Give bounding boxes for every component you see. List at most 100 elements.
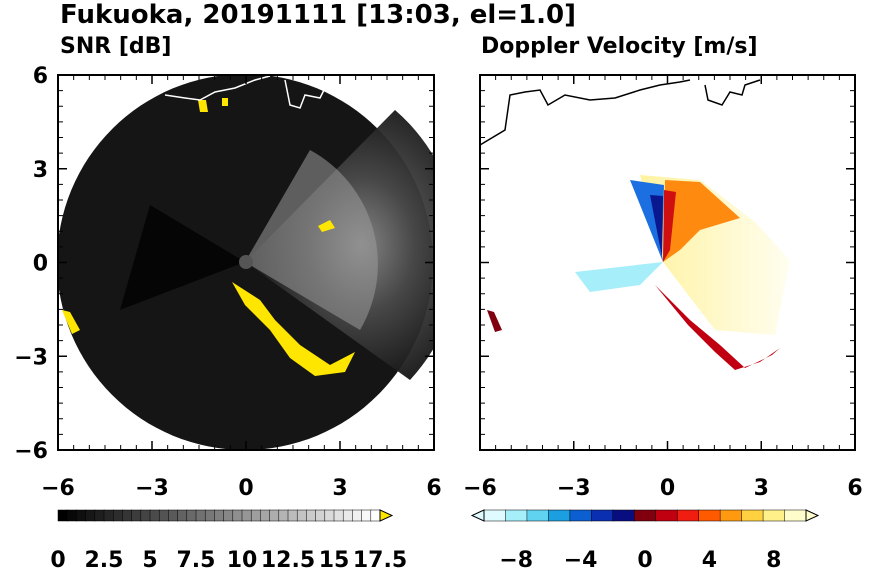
snr-colorbar-label: 2.5 [85, 548, 124, 570]
snr-clutter-north [198, 98, 228, 112]
snr-ytick-label: 0 [33, 252, 48, 277]
snr-colorbar-bin [269, 509, 280, 522]
snr-axis-ticks: −6 −3 0 3 6 6 3 0 −3 −6 [14, 64, 441, 501]
snr-colorbar-bin [260, 509, 271, 522]
velocity-coastline [480, 79, 761, 146]
snr-colorbar-bin [94, 509, 105, 522]
velocity-colorbar-bin [505, 509, 528, 522]
snr-colorbar-bin [186, 509, 197, 522]
velocity-colorbar-bin [676, 509, 700, 522]
snr-colorbar-bin [342, 509, 354, 522]
velocity-colorbar-over [805, 509, 820, 522]
snr-colorbar-bin [112, 509, 124, 522]
snr-colorbar: 0 2.5 5 7.5 10 12.5 15 17.5 [50, 509, 407, 570]
velocity-colorbar-bin [612, 509, 636, 522]
snr-colorbar-bin [158, 509, 170, 522]
snr-coastline [164, 75, 329, 109]
velocity-colorbar-label: −8 [499, 548, 533, 570]
snr-colorbar-bin [122, 509, 133, 522]
snr-colorbar-bin [306, 509, 317, 522]
snr-colorbar-bin [149, 509, 160, 522]
snr-colorbar-bin [195, 509, 206, 522]
velocity-xtick-label: −3 [557, 476, 591, 501]
snr-xtick-label: 3 [332, 476, 347, 501]
snr-colorbar-bin [177, 509, 188, 522]
snr-xtick-label: −6 [41, 476, 75, 501]
velocity-panel-title: Doppler Velocity [m/s] [481, 34, 758, 59]
snr-ytick-label: 6 [33, 64, 48, 89]
velocity-colorbar-under [470, 509, 485, 522]
snr-ytick-label: −6 [14, 439, 48, 464]
velocity-colorbar-bin [548, 509, 571, 522]
snr-dark-wedge [120, 205, 245, 310]
velocity-colorbar-bin [483, 509, 507, 522]
velocity-colorbar-bin [784, 509, 807, 522]
snr-colorbar-bin [168, 509, 179, 522]
velocity-xtick-label: 6 [847, 476, 862, 501]
velocity-axis-ticks: −6 −3 0 3 6 [463, 74, 863, 501]
velocity-colorbar-bin [569, 509, 593, 522]
snr-colorbar-label: 7.5 [177, 548, 216, 570]
snr-ytick-label: −3 [14, 345, 48, 370]
snr-xtick-label: −3 [135, 476, 169, 501]
snr-colorbar-bin [57, 509, 68, 522]
snr-colorbar-label: 10 [227, 548, 258, 570]
velocity-colorbar-bin [591, 509, 614, 522]
snr-clutter-east [318, 220, 335, 232]
velocity-west-light [575, 262, 663, 292]
velocity-colorbar-bin [526, 509, 550, 522]
snr-colorbar-bin [361, 509, 372, 522]
velocity-colorbar-bin [719, 509, 743, 522]
velocity-colorbar-label: −4 [564, 548, 598, 570]
velocity-xtick-label: 0 [660, 476, 675, 501]
snr-colorbar-bin [214, 509, 225, 522]
snr-colorbar-bin [223, 509, 234, 522]
velocity-receding-dark [663, 190, 676, 262]
snr-colorbar-bin [315, 509, 326, 522]
snr-colorbar-bin [66, 509, 78, 522]
snr-echo-core [245, 150, 378, 330]
snr-colorbar-label: 15 [319, 548, 350, 570]
snr-colorbar-label: 17.5 [353, 548, 407, 570]
velocity-xtick-label: 3 [754, 476, 769, 501]
snr-colorbar-label: 0 [50, 548, 65, 570]
velocity-colorbar: −8 −4 0 4 8 [470, 509, 820, 570]
velocity-colorbar-bin [634, 509, 657, 522]
velocity-se-band [655, 285, 780, 370]
snr-colorbar-bin [241, 509, 252, 522]
snr-colorbar-bin [131, 509, 142, 522]
velocity-approaching-dark [650, 195, 663, 262]
snr-ytick-label: 3 [33, 158, 48, 183]
velocity-colorbar-bin [655, 509, 678, 522]
snr-colorbar-bin [296, 509, 308, 522]
velocity-colorbar-bin [762, 509, 786, 522]
velocity-receding-red [663, 180, 740, 262]
velocity-colorbar-bin [698, 509, 721, 522]
snr-panel: −6 −3 0 3 6 6 3 0 −3 −6 [14, 64, 441, 501]
snr-colorbar-label: 12.5 [261, 548, 315, 570]
snr-colorbar-bin [232, 509, 243, 522]
snr-colorbar-bin [352, 509, 363, 522]
snr-radar-center [239, 255, 253, 269]
snr-colorbar-bin [278, 509, 289, 522]
velocity-west-echo [487, 310, 502, 332]
snr-colorbar-bin [140, 509, 151, 522]
snr-colorbar-bin [370, 509, 381, 522]
snr-colorbar-bin [250, 509, 262, 522]
velocity-colorbar-label: 4 [702, 548, 717, 570]
velocity-xtick-label: −6 [463, 476, 497, 501]
snr-colorbar-bin [287, 509, 298, 522]
snr-colorbar-bin [324, 509, 335, 522]
snr-colorbar-bin [204, 509, 216, 522]
snr-clutter-west [62, 310, 80, 334]
velocity-colorbar-label: 0 [637, 548, 652, 570]
snr-colorbar-bin [333, 509, 344, 522]
snr-colorbar-bin [85, 509, 96, 522]
snr-colorbar-over [379, 509, 394, 522]
velocity-colorbar-label: 8 [766, 548, 781, 570]
snr-colorbar-bin [76, 509, 87, 522]
velocity-panel: −6 −3 0 3 6 [463, 74, 863, 501]
main-title: Fukuoka, 20191111 [13:03, el=1.0] [60, 0, 577, 30]
snr-colorbar-bin [103, 509, 114, 522]
